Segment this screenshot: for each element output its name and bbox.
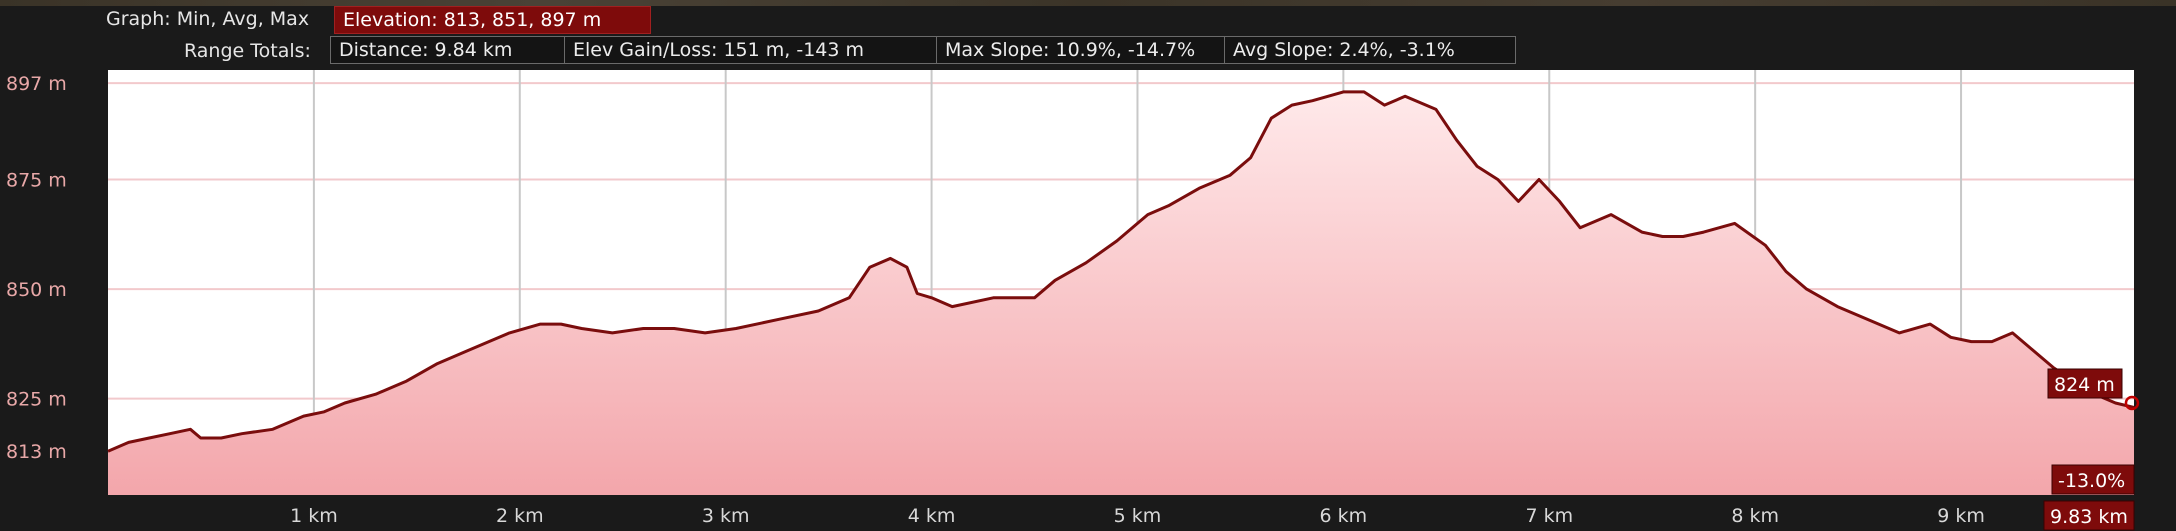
cursor-distance-label: 9.83 km bbox=[2050, 506, 2128, 528]
cursor-elevation-label: 824 m bbox=[2054, 374, 2115, 396]
cursor-slope-badge bbox=[2051, 464, 2135, 495]
cursor-distance-badge bbox=[2043, 500, 2135, 531]
y-tick-label: 897 m bbox=[6, 73, 67, 95]
x-tick-label: 6 km bbox=[1320, 505, 1368, 527]
top-decor-strip bbox=[0, 0, 2176, 6]
graph-label: Graph: Min, Avg, Max bbox=[106, 8, 310, 30]
x-tick-label: 3 km bbox=[702, 505, 750, 527]
y-tick-label: 813 m bbox=[6, 441, 67, 463]
cursor-elevation-badge bbox=[2047, 368, 2123, 399]
cursor-marker-icon[interactable] bbox=[2124, 395, 2140, 411]
elev-gain-loss-box[interactable]: Elev Gain/Loss: 151 m, -143 m bbox=[564, 36, 938, 64]
max-slope-box[interactable]: Max Slope: 10.9%, -14.7% bbox=[936, 36, 1226, 64]
y-tick-label: 850 m bbox=[6, 279, 67, 301]
x-tick-label: 5 km bbox=[1114, 505, 1162, 527]
x-tick-label: 1 km bbox=[290, 505, 338, 527]
x-tick-label: 8 km bbox=[1731, 505, 1779, 527]
elevation-stats-box[interactable]: Elevation: 813, 851, 897 m bbox=[334, 6, 651, 34]
elevation-line bbox=[107, 90, 2135, 453]
x-tick-label: 9 km bbox=[1937, 505, 1985, 527]
x-tick-label: 4 km bbox=[908, 505, 956, 527]
y-tick-label: 825 m bbox=[6, 389, 67, 411]
x-tick-label: 2 km bbox=[496, 505, 544, 527]
range-totals-label: Range Totals: bbox=[184, 40, 311, 62]
distance-box[interactable]: Distance: 9.84 km bbox=[330, 36, 566, 64]
elevation-area bbox=[108, 91, 2134, 496]
avg-slope-box[interactable]: Avg Slope: 2.4%, -3.1% bbox=[1224, 36, 1516, 64]
x-tick-label: 7 km bbox=[1525, 505, 1573, 527]
y-tick-label: 875 m bbox=[6, 170, 67, 192]
cursor-slope-label: -13.0% bbox=[2058, 470, 2125, 492]
